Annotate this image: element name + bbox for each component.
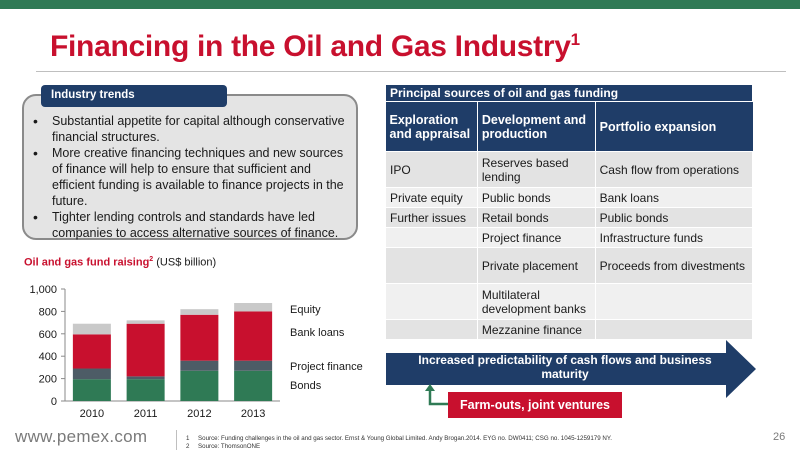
footer-url: www.pemex.com bbox=[15, 427, 148, 446]
table-cell bbox=[385, 227, 478, 248]
maturity-arrow bbox=[386, 340, 756, 398]
table-row: Mezzanine finance bbox=[385, 319, 754, 340]
bar-segment-bank-loans bbox=[180, 314, 219, 361]
table-cell bbox=[385, 319, 478, 340]
bar-segment-equity bbox=[72, 323, 111, 335]
maturity-arrow-text: Increased predictability of cash flows a… bbox=[418, 353, 712, 381]
table-cell: Infrastructure funds bbox=[594, 227, 754, 248]
table-cell: Project finance bbox=[476, 227, 596, 248]
footnotes: 1 Source: Funding challenges in the oil a… bbox=[186, 435, 612, 450]
bar-segment-bank-loans bbox=[234, 311, 273, 361]
connector-arrow-icon bbox=[425, 384, 448, 406]
table-row: IPO Reserves based lending Cash flow fro… bbox=[385, 151, 754, 188]
y-tick-label: 400 bbox=[39, 351, 57, 363]
x-tick-label: 2011 bbox=[134, 408, 158, 420]
top-accent-bar bbox=[0, 0, 800, 9]
table-cell bbox=[385, 283, 478, 320]
header-exploration: Exploration and appraisal bbox=[385, 101, 478, 152]
table-cell: Public bonds bbox=[594, 207, 754, 228]
bar-segment-project-finance bbox=[72, 368, 111, 380]
page-number: 26 bbox=[773, 431, 786, 443]
x-tick-label: 2013 bbox=[241, 408, 265, 420]
table-cell: IPO bbox=[385, 151, 478, 188]
table-title: Principal sources of oil and gas funding bbox=[385, 84, 753, 102]
bar-segment-bonds bbox=[180, 370, 219, 401]
table-cell: Private equity bbox=[385, 187, 478, 208]
bar-segment-bonds bbox=[126, 379, 165, 401]
y-tick-label: 1,000 bbox=[29, 284, 57, 296]
bar-segment-equity bbox=[126, 320, 165, 324]
legend-project-finance: Project finance bbox=[290, 361, 363, 373]
table-cell: Bank loans bbox=[594, 187, 754, 208]
header-development: Development and production bbox=[477, 101, 596, 152]
table-row: Project finance Infrastructure funds bbox=[385, 227, 754, 248]
footer-divider bbox=[176, 430, 177, 450]
footnote: 2 Source: ThomsonONE bbox=[186, 443, 261, 450]
bar-segment-equity bbox=[234, 303, 273, 312]
industry-trends-list: Substantial appetite for capital althoug… bbox=[30, 113, 348, 241]
legend-bank-loans: Bank loans bbox=[290, 327, 345, 339]
trend-bullet: Substantial appetite for capital althoug… bbox=[30, 113, 348, 145]
x-tick-label: 2012 bbox=[187, 408, 211, 420]
legend-bonds: Bonds bbox=[290, 380, 322, 392]
table-row: Further issues Retail bonds Public bonds bbox=[385, 207, 754, 228]
table-row: Private placement Proceeds from divestme… bbox=[385, 247, 754, 284]
funding-sources-table: Principal sources of oil and gas funding… bbox=[385, 84, 754, 340]
table-cell bbox=[594, 283, 754, 320]
table-cell bbox=[594, 319, 754, 340]
table-cell: Further issues bbox=[385, 207, 478, 228]
table-cell: Proceeds from divestments bbox=[594, 247, 754, 284]
table-cell: Reserves based lending bbox=[476, 151, 596, 188]
trend-bullet: More creative financing techniques and n… bbox=[30, 145, 348, 209]
industry-trends-tab: Industry trends bbox=[41, 85, 227, 107]
bar-segment-project-finance bbox=[180, 360, 219, 371]
y-tick-label: 0 bbox=[51, 396, 57, 408]
table-cell: Retail bonds bbox=[476, 207, 596, 228]
bar-segment-bonds bbox=[72, 379, 111, 401]
farm-outs-badge: Farm-outs, joint ventures bbox=[448, 392, 622, 418]
y-tick-label: 600 bbox=[39, 329, 57, 341]
table-row: Multilateral development banks bbox=[385, 283, 754, 320]
table-row: Private equity Public bonds Bank loans bbox=[385, 187, 754, 208]
bar-segment-bonds bbox=[234, 370, 273, 401]
y-tick-label: 200 bbox=[39, 374, 57, 386]
fund-raising-chart: 0 200 400 600 800 1,000 2010 2011 2012 2013 bbox=[29, 284, 280, 420]
trend-bullet: Tighter lending controls and standards h… bbox=[30, 209, 348, 241]
table-cell bbox=[385, 247, 478, 284]
table-cell: Public bonds bbox=[476, 187, 596, 208]
bar-segment-project-finance bbox=[234, 360, 273, 371]
bar-segment-bank-loans bbox=[126, 323, 165, 377]
legend-equity: Equity bbox=[290, 304, 321, 316]
title-footnote-ref: 1 bbox=[570, 30, 580, 49]
table-cell: Private placement bbox=[476, 247, 596, 284]
bar-segment-bank-loans bbox=[72, 334, 111, 369]
fund-chart-title: Oil and gas fund raising2 (US$ billion) bbox=[24, 256, 217, 269]
y-tick-label: 800 bbox=[39, 306, 57, 318]
slide-title: Financing in the Oil and Gas Industry1 bbox=[50, 30, 580, 63]
title-divider bbox=[36, 71, 786, 72]
table-cell: Multilateral development banks bbox=[476, 283, 596, 320]
bar-segment-equity bbox=[180, 309, 219, 315]
table-cell: Mezzanine finance bbox=[476, 319, 596, 340]
x-tick-label: 2010 bbox=[80, 408, 104, 420]
table-cell: Cash flow from operations bbox=[594, 151, 754, 188]
header-portfolio: Portfolio expansion bbox=[595, 101, 753, 152]
bar-segment-project-finance bbox=[126, 376, 165, 380]
footnote: 1 Source: Funding challenges in the oil a… bbox=[186, 435, 612, 442]
